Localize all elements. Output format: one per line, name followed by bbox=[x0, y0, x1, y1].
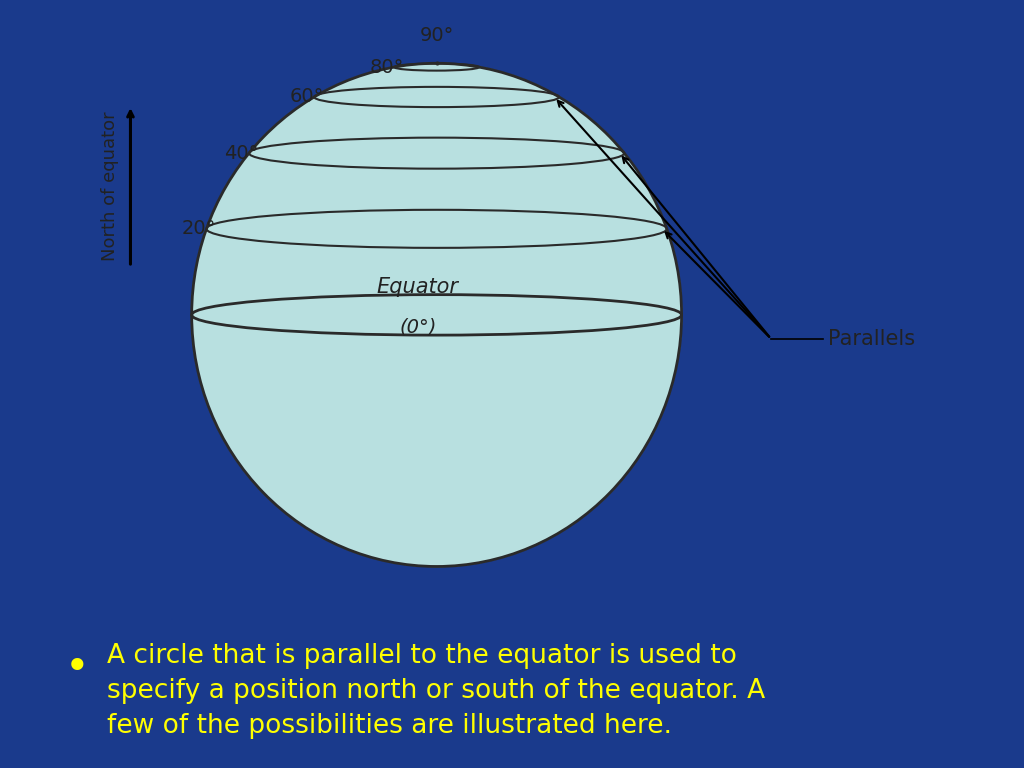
Ellipse shape bbox=[313, 200, 522, 413]
Ellipse shape bbox=[210, 84, 657, 543]
Ellipse shape bbox=[300, 184, 540, 430]
Ellipse shape bbox=[332, 220, 498, 390]
Ellipse shape bbox=[266, 146, 585, 473]
Ellipse shape bbox=[260, 141, 591, 480]
Ellipse shape bbox=[311, 197, 525, 416]
Ellipse shape bbox=[348, 238, 476, 370]
Text: North of equator: North of equator bbox=[100, 111, 119, 261]
Ellipse shape bbox=[255, 134, 598, 486]
Ellipse shape bbox=[338, 226, 490, 383]
Ellipse shape bbox=[285, 167, 560, 450]
Ellipse shape bbox=[218, 93, 647, 533]
Ellipse shape bbox=[353, 243, 470, 363]
Ellipse shape bbox=[345, 235, 480, 373]
Ellipse shape bbox=[195, 66, 678, 563]
Ellipse shape bbox=[325, 211, 508, 400]
Ellipse shape bbox=[226, 101, 636, 523]
Ellipse shape bbox=[316, 202, 518, 410]
Ellipse shape bbox=[372, 264, 445, 340]
Ellipse shape bbox=[401, 297, 408, 303]
Ellipse shape bbox=[322, 208, 511, 403]
Ellipse shape bbox=[380, 273, 435, 330]
Ellipse shape bbox=[370, 261, 449, 343]
Ellipse shape bbox=[228, 104, 633, 520]
Ellipse shape bbox=[273, 155, 573, 463]
Ellipse shape bbox=[356, 247, 466, 360]
Ellipse shape bbox=[393, 288, 418, 313]
Ellipse shape bbox=[253, 131, 602, 490]
Ellipse shape bbox=[240, 117, 620, 507]
Ellipse shape bbox=[340, 229, 487, 380]
Ellipse shape bbox=[375, 267, 442, 336]
Ellipse shape bbox=[223, 99, 640, 527]
Text: (0°): (0°) bbox=[399, 318, 436, 337]
Ellipse shape bbox=[231, 108, 630, 517]
Ellipse shape bbox=[287, 170, 556, 446]
Ellipse shape bbox=[215, 90, 650, 537]
Ellipse shape bbox=[343, 232, 483, 376]
Ellipse shape bbox=[305, 190, 532, 423]
Text: 60°: 60° bbox=[289, 88, 324, 107]
Text: 40°: 40° bbox=[224, 144, 258, 163]
Ellipse shape bbox=[208, 81, 660, 547]
Ellipse shape bbox=[327, 214, 505, 396]
Ellipse shape bbox=[388, 282, 425, 320]
Ellipse shape bbox=[205, 78, 665, 550]
Ellipse shape bbox=[213, 87, 653, 540]
Ellipse shape bbox=[221, 96, 643, 530]
Ellipse shape bbox=[268, 149, 581, 470]
Text: Parallels: Parallels bbox=[827, 329, 914, 349]
Ellipse shape bbox=[308, 194, 528, 420]
Ellipse shape bbox=[358, 250, 463, 356]
Ellipse shape bbox=[237, 114, 623, 510]
Text: 90°: 90° bbox=[420, 26, 454, 45]
Ellipse shape bbox=[398, 294, 411, 306]
Ellipse shape bbox=[276, 158, 570, 460]
Ellipse shape bbox=[200, 72, 671, 557]
Ellipse shape bbox=[335, 223, 494, 386]
Ellipse shape bbox=[330, 217, 501, 393]
Ellipse shape bbox=[280, 161, 567, 456]
Ellipse shape bbox=[382, 276, 431, 326]
Ellipse shape bbox=[258, 137, 595, 483]
Ellipse shape bbox=[245, 122, 612, 500]
Text: 80°: 80° bbox=[369, 58, 403, 77]
Ellipse shape bbox=[250, 128, 605, 493]
Ellipse shape bbox=[271, 152, 578, 466]
Ellipse shape bbox=[303, 187, 536, 426]
Ellipse shape bbox=[197, 69, 675, 560]
Ellipse shape bbox=[295, 179, 546, 436]
Text: 20°: 20° bbox=[181, 220, 216, 238]
Text: •: • bbox=[65, 647, 89, 689]
Ellipse shape bbox=[203, 75, 668, 553]
Ellipse shape bbox=[290, 173, 553, 443]
Text: Equator: Equator bbox=[377, 277, 459, 297]
Ellipse shape bbox=[318, 205, 515, 406]
Ellipse shape bbox=[377, 270, 438, 333]
Ellipse shape bbox=[191, 63, 682, 567]
Ellipse shape bbox=[234, 111, 626, 513]
Ellipse shape bbox=[242, 120, 615, 503]
Ellipse shape bbox=[282, 164, 563, 453]
Ellipse shape bbox=[293, 176, 550, 440]
Ellipse shape bbox=[367, 259, 453, 346]
Ellipse shape bbox=[248, 125, 608, 496]
Text: A circle that is parallel to the equator is used to
specify a position north or : A circle that is parallel to the equator… bbox=[106, 643, 765, 739]
Ellipse shape bbox=[263, 143, 588, 476]
Ellipse shape bbox=[298, 181, 543, 433]
Ellipse shape bbox=[350, 240, 473, 366]
Ellipse shape bbox=[385, 280, 428, 323]
Ellipse shape bbox=[390, 285, 421, 316]
Ellipse shape bbox=[361, 253, 459, 353]
Ellipse shape bbox=[395, 291, 414, 310]
Ellipse shape bbox=[364, 256, 456, 350]
